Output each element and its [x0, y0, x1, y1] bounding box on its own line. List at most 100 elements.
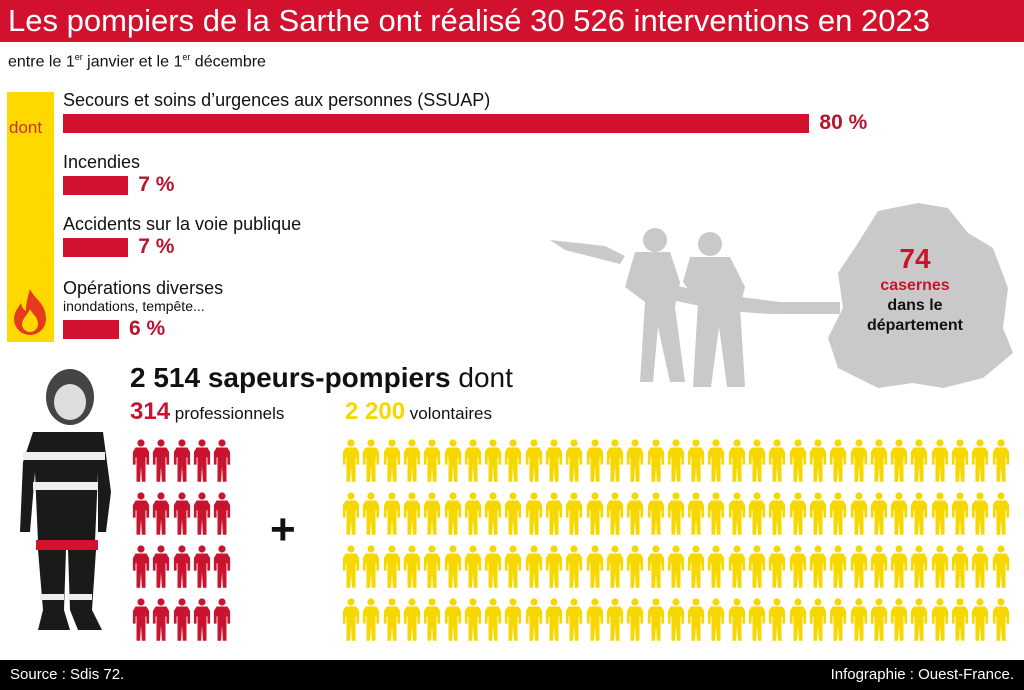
volunteer-person-icon — [565, 596, 583, 644]
volunteer-person-icon — [748, 596, 766, 644]
volunteer-person-icon — [545, 490, 563, 538]
category-label: Secours et soins d’urgences aux personne… — [63, 90, 491, 110]
subtitle-text: entre le 1 — [8, 53, 75, 71]
volunteer-person-icon — [829, 437, 847, 485]
professional-person-icon — [213, 543, 231, 591]
footer: Source : Sdis 72. Infographie : Ouest-Fr… — [0, 660, 1024, 690]
volunteer-person-icon — [768, 490, 786, 538]
volunteer-person-icon — [586, 490, 604, 538]
volunteer-person-icon — [890, 490, 908, 538]
pro-label: 314 professionnels — [130, 398, 284, 426]
volunteer-person-icon — [403, 437, 421, 485]
casernes-number: 74 — [899, 243, 931, 274]
page-title: Les pompiers de la Sarthe ont réalisé 30… — [0, 0, 1024, 42]
pro-number: 314 — [130, 398, 171, 425]
volunteer-person-icon — [626, 437, 644, 485]
volunteer-person-icon — [992, 596, 1010, 644]
volunteer-person-icon — [362, 490, 380, 538]
volunteer-person-icon — [748, 437, 766, 485]
professional-person-icon — [132, 543, 150, 591]
volunteer-person-icon — [647, 596, 665, 644]
value-label: 7 % — [138, 235, 175, 258]
volunteer-person-icon — [910, 490, 928, 538]
volunteer-person-icon — [789, 543, 807, 591]
volunteer-person-icon — [707, 596, 725, 644]
bar — [63, 176, 129, 195]
category-label: Incendies — [63, 152, 141, 172]
professional-person-icon — [152, 437, 170, 485]
volunteer-person-icon — [423, 490, 441, 538]
professional-person-icon — [132, 596, 150, 644]
subtitle: entre le 1er janvier et le 1er décembre — [8, 52, 266, 71]
volunteer-person-icon — [971, 490, 989, 538]
volunteer-person-icon — [890, 596, 908, 644]
volunteer-person-icon — [626, 543, 644, 591]
volunteer-person-icon — [383, 543, 401, 591]
total-number: 2 514 sapeurs-pompiers — [130, 362, 451, 393]
volunteer-person-icon — [707, 490, 725, 538]
volunteer-person-icon — [606, 490, 624, 538]
volunteer-person-icon — [444, 437, 462, 485]
professional-person-icon — [173, 490, 191, 538]
category-label: Accidents sur la voie publique — [63, 214, 302, 234]
volunteer-person-icon — [383, 437, 401, 485]
volunteer-person-icon — [870, 596, 888, 644]
volunteer-person-icon — [687, 437, 705, 485]
volunteer-person-icon — [992, 543, 1010, 591]
volunteer-person-icon — [484, 437, 502, 485]
volunteer-person-icon — [707, 437, 725, 485]
volunteer-person-icon — [870, 543, 888, 591]
volunteer-person-icon — [910, 543, 928, 591]
vol-text: volontaires — [405, 404, 492, 423]
volunteer-person-icon — [626, 490, 644, 538]
subtitle-text: janvier et le 1 — [82, 53, 183, 71]
volunteer-person-icon — [809, 437, 827, 485]
volunteer-person-icon — [647, 437, 665, 485]
volunteer-person-icon — [829, 596, 847, 644]
sup: er — [182, 52, 191, 62]
volunteer-person-icon — [748, 490, 766, 538]
volunteer-person-icon — [789, 490, 807, 538]
volunteer-person-icon — [971, 596, 989, 644]
professional-person-icon — [193, 490, 211, 538]
professional-person-icon — [213, 437, 231, 485]
volunteer-person-icon — [362, 437, 380, 485]
volunteer-person-icon — [484, 490, 502, 538]
volunteer-person-icon — [870, 490, 888, 538]
value-label: 6 % — [128, 317, 166, 340]
volunteer-person-icon — [728, 543, 746, 591]
total-staff: 2 514 sapeurs-pompiers dont — [130, 362, 513, 394]
volunteer-person-icon — [403, 490, 421, 538]
firefighters-hose-illustration — [550, 228, 840, 387]
volunteer-person-icon — [525, 596, 543, 644]
professional-person-icon — [132, 490, 150, 538]
volunteer-person-icon — [423, 596, 441, 644]
volunteer-person-icon — [687, 596, 705, 644]
professional-person-icon — [213, 490, 231, 538]
volunteer-person-icon — [870, 437, 888, 485]
vol-number: 2 200 — [345, 398, 406, 425]
volunteer-person-icon — [850, 543, 868, 591]
casernes-text: casernes — [880, 277, 950, 294]
dont-label: dont — [9, 118, 43, 137]
volunteer-person-icon — [444, 543, 462, 591]
volunteer-person-icon — [383, 596, 401, 644]
volunteer-person-icon — [606, 543, 624, 591]
volunteer-person-icon — [687, 543, 705, 591]
bar — [63, 320, 119, 339]
volunteer-person-icon — [342, 437, 360, 485]
vol-label: 2 200 volontaires — [345, 398, 492, 426]
volunteer-person-icon — [484, 596, 502, 644]
volunteer-person-icon — [545, 543, 563, 591]
volunteer-person-icon — [992, 490, 1010, 538]
flame-icon — [14, 289, 46, 335]
professional-person-icon — [152, 596, 170, 644]
volunteer-person-icon — [890, 437, 908, 485]
volunteer-person-icon — [789, 596, 807, 644]
professional-person-icon — [173, 543, 191, 591]
professional-person-icon — [193, 543, 211, 591]
volunteer-person-icon — [403, 596, 421, 644]
volunteer-person-icon — [545, 596, 563, 644]
volunteer-person-icon — [362, 543, 380, 591]
volunteer-person-icon — [586, 596, 604, 644]
